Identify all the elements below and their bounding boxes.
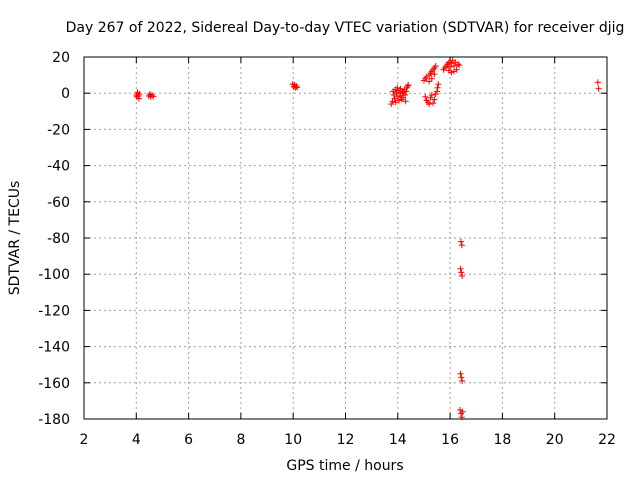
x-tick-label: 16 <box>441 432 459 448</box>
data-point <box>435 81 442 88</box>
y-tick-label: -160 <box>38 376 70 392</box>
data-point <box>457 265 464 272</box>
data-point <box>448 60 455 67</box>
data-point <box>458 242 465 249</box>
y-tick-labels: 20 0 -20 -40 -60 -80 -100 -120 -140 -160 -180 <box>38 50 70 428</box>
data-point <box>456 62 463 69</box>
data-point <box>426 78 433 85</box>
x-tick-label: 8 <box>236 432 245 448</box>
x-tick-label: 4 <box>132 432 141 448</box>
data-point <box>430 100 437 107</box>
y-tick-label: -80 <box>47 231 70 247</box>
data-point <box>434 84 441 91</box>
data-point <box>396 97 403 104</box>
data-point <box>389 98 396 105</box>
data-point <box>135 95 142 102</box>
data-point <box>427 94 434 101</box>
data-point <box>457 370 464 377</box>
data-points <box>133 57 602 421</box>
y-tick-label: -100 <box>38 267 70 283</box>
data-point <box>458 238 465 245</box>
data-point <box>432 91 439 98</box>
y-tick-label: -120 <box>38 303 70 319</box>
data-point <box>402 98 409 105</box>
y-tick-label: -40 <box>47 159 70 175</box>
data-point <box>293 82 300 89</box>
y-tick-label: 20 <box>52 50 70 66</box>
data-point <box>136 91 143 98</box>
data-point <box>451 68 458 75</box>
x-tick-label: 12 <box>337 432 355 448</box>
y-tick-label: -140 <box>38 340 70 356</box>
data-point <box>454 61 461 68</box>
data-point <box>459 377 466 384</box>
data-point <box>396 89 403 96</box>
chart-title: Day 267 of 2022, Sidereal Day-to-day VTE… <box>66 20 625 36</box>
y-tick-label: -180 <box>38 412 70 428</box>
data-point <box>432 63 439 70</box>
data-point <box>434 88 441 95</box>
data-point <box>294 84 301 91</box>
data-point <box>428 92 435 99</box>
data-point <box>458 374 465 381</box>
y-axis-label: SDTVAR / TECUs <box>7 181 23 296</box>
data-point <box>445 59 452 66</box>
data-point <box>402 92 409 99</box>
data-point <box>404 82 411 89</box>
data-point <box>451 63 458 70</box>
x-axis-label: GPS time / hours <box>286 458 403 474</box>
y-tick-label: -20 <box>47 122 70 138</box>
y-tick-label: 0 <box>61 86 70 102</box>
data-point <box>594 79 601 86</box>
x-tick-label: 22 <box>598 432 616 448</box>
data-point <box>394 84 401 91</box>
y-tick-label: -60 <box>47 195 70 211</box>
data-point <box>148 92 155 99</box>
data-point <box>447 63 454 70</box>
data-point <box>394 93 401 100</box>
data-point <box>459 273 466 280</box>
data-point <box>448 69 455 76</box>
data-point <box>428 75 435 82</box>
x-tick-label: 18 <box>493 432 511 448</box>
x-tick-label: 14 <box>389 432 407 448</box>
x-tick-label: 2 <box>80 432 89 448</box>
data-point <box>595 85 602 92</box>
plot-frame <box>83 56 608 420</box>
x-tick-labels: 2 4 6 8 10 12 14 16 18 20 22 <box>80 432 616 448</box>
data-point <box>388 101 395 108</box>
data-point <box>403 88 410 95</box>
grid-lines <box>84 57 607 419</box>
data-point <box>392 99 399 106</box>
data-point <box>150 93 157 100</box>
data-point <box>431 71 438 78</box>
data-point <box>459 408 466 415</box>
data-point <box>431 96 438 103</box>
data-point <box>422 93 429 100</box>
data-point <box>405 82 412 89</box>
x-tick-label: 20 <box>546 432 564 448</box>
data-point <box>426 101 433 108</box>
x-tick-label: 6 <box>184 432 193 448</box>
data-point <box>458 269 465 276</box>
x-tick-label: 10 <box>284 432 302 448</box>
